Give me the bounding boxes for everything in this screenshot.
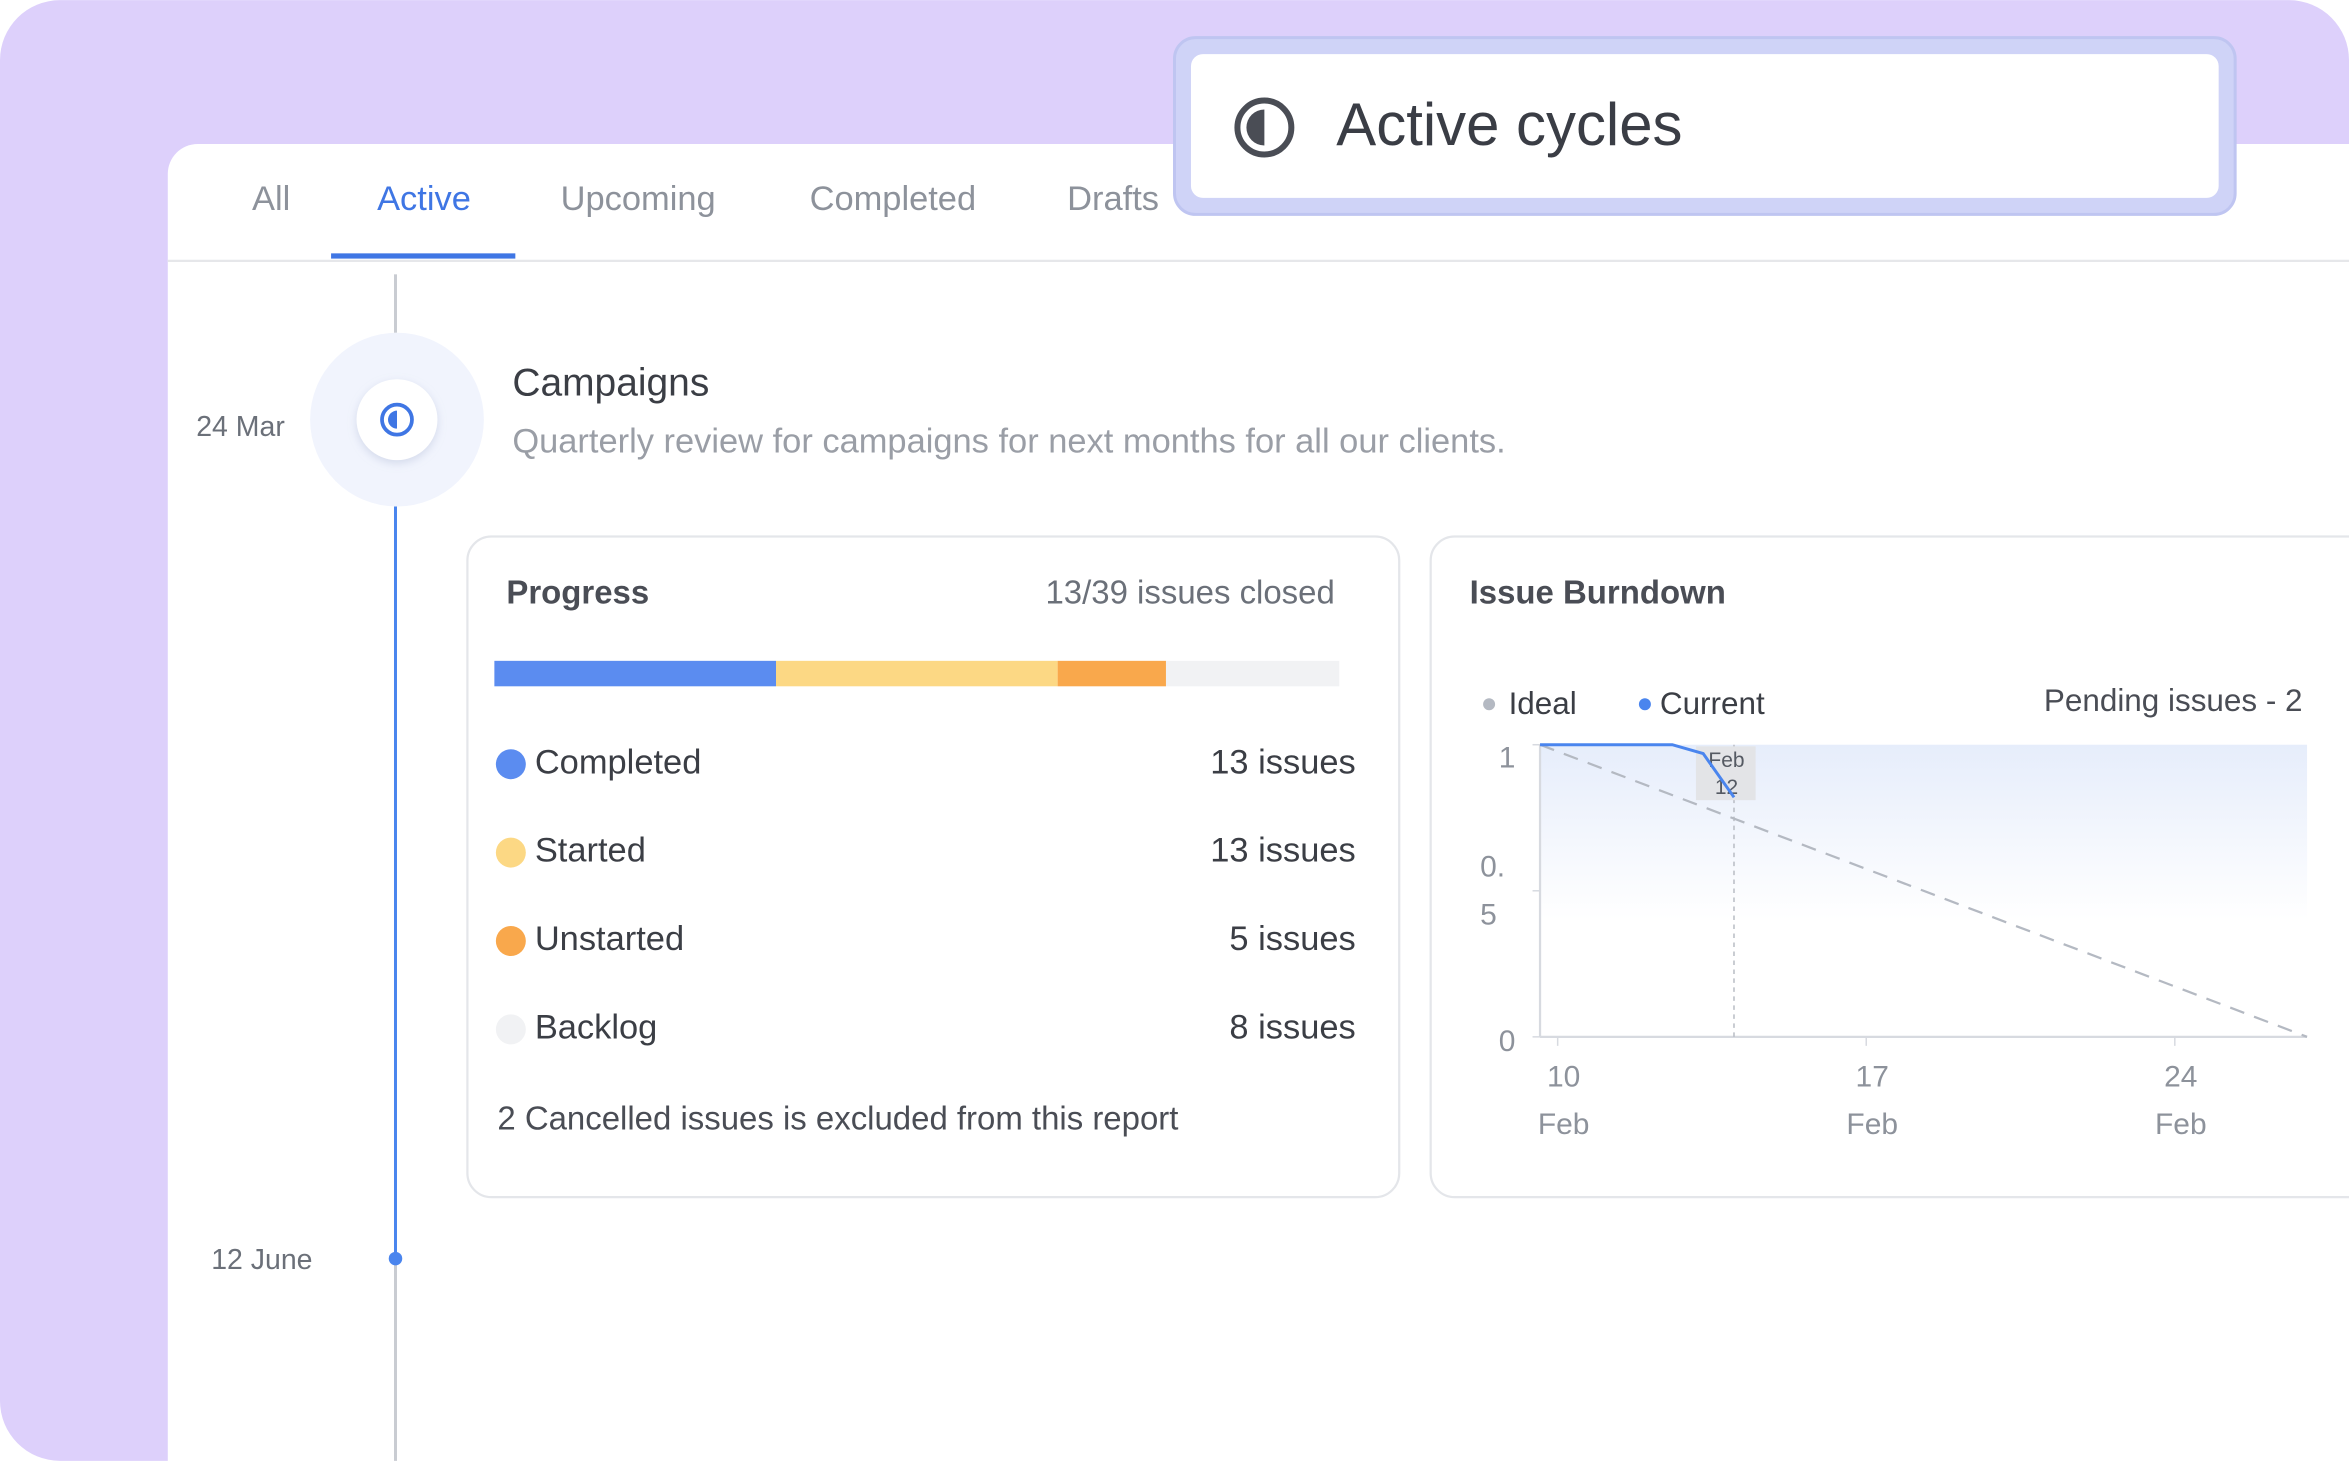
legend-label: Current bbox=[1660, 686, 1765, 721]
progress-breakdown: Completed 13 issues Started 13 issues Unstar… bbox=[494, 660, 1356, 1046]
tab[interactable]: All bbox=[252, 180, 290, 218]
legend-dot bbox=[495, 837, 526, 868]
cycle-icon-fill bbox=[388, 410, 397, 429]
progress-card bbox=[466, 535, 1401, 1199]
legend-dot bbox=[1483, 698, 1496, 711]
progress-note: 2 Cancelled issues is excluded from this… bbox=[497, 1099, 1178, 1136]
y-tick-label: 0.5 bbox=[1480, 850, 1506, 932]
start-date: 24 Mar bbox=[196, 411, 285, 443]
x-tick-label-box: 24 Feb bbox=[2154, 1060, 2207, 1142]
x-tick-label-box: 17 Feb bbox=[1846, 1060, 1899, 1142]
burndown-line bbox=[1540, 743, 1736, 799]
status-name: Started bbox=[535, 832, 646, 870]
legend-dot bbox=[495, 926, 526, 956]
progress-title: Progress bbox=[506, 574, 649, 611]
progress-segment bbox=[1165, 660, 1340, 687]
y-tick-label-box: 0.5 bbox=[1480, 850, 1506, 932]
legend-dot bbox=[1638, 698, 1651, 711]
status-name: Backlog bbox=[535, 1008, 658, 1046]
x-tick-label-box: 10 Feb bbox=[1537, 1060, 1590, 1142]
header-title: Active cycles bbox=[1336, 91, 1682, 158]
tab-underline bbox=[331, 253, 516, 259]
progress-segment bbox=[1057, 660, 1166, 687]
progress-summary: 13/39 issues closed bbox=[1045, 574, 1334, 611]
pending-issues: Pending issues - 2 bbox=[2044, 683, 2303, 718]
x-tick-label: 10 Feb bbox=[1537, 1060, 1590, 1142]
status-name: Unstarted bbox=[535, 920, 684, 958]
y-tick-label: 1 bbox=[1499, 742, 1516, 775]
cycle-icon-fill bbox=[1246, 109, 1265, 146]
x-tick-label: 17 Feb bbox=[1846, 1060, 1899, 1142]
cycle-description: Quarterly review for campaigns for next … bbox=[512, 423, 1505, 461]
cycle-name: Campaigns bbox=[512, 361, 709, 404]
legend-label: Ideal bbox=[1509, 686, 1577, 721]
cycle-icon bbox=[380, 402, 414, 437]
status-name: Completed bbox=[535, 743, 702, 781]
end-date: 12 June bbox=[211, 1244, 312, 1276]
status-count: 13 issues bbox=[1210, 832, 1356, 870]
burndown-title: Issue Burndown bbox=[1470, 574, 1726, 611]
progress-segment bbox=[494, 660, 777, 687]
tab[interactable]: Active bbox=[377, 180, 471, 218]
tab[interactable]: Upcoming bbox=[561, 180, 716, 218]
status-count: 5 issues bbox=[1229, 920, 1355, 958]
progress-segment bbox=[776, 660, 1058, 687]
legend-dot bbox=[495, 749, 526, 780]
tab[interactable]: Completed bbox=[810, 180, 977, 218]
x-tick-label: 24 Feb bbox=[2154, 1060, 2207, 1142]
tab-bar: All Active Upcoming Completed Drafts bbox=[252, 180, 1159, 259]
header-box bbox=[1190, 54, 2219, 198]
cycle-icon bbox=[1234, 97, 1295, 158]
y-tick-label: 0 bbox=[1499, 1025, 1516, 1058]
tab[interactable]: Drafts bbox=[1067, 180, 1159, 218]
status-count: 13 issues bbox=[1210, 743, 1356, 781]
timeline-dot bbox=[388, 1251, 403, 1266]
legend-dot bbox=[495, 1014, 526, 1045]
status-count: 8 issues bbox=[1229, 1008, 1355, 1046]
burndown-line bbox=[1539, 743, 2308, 1038]
